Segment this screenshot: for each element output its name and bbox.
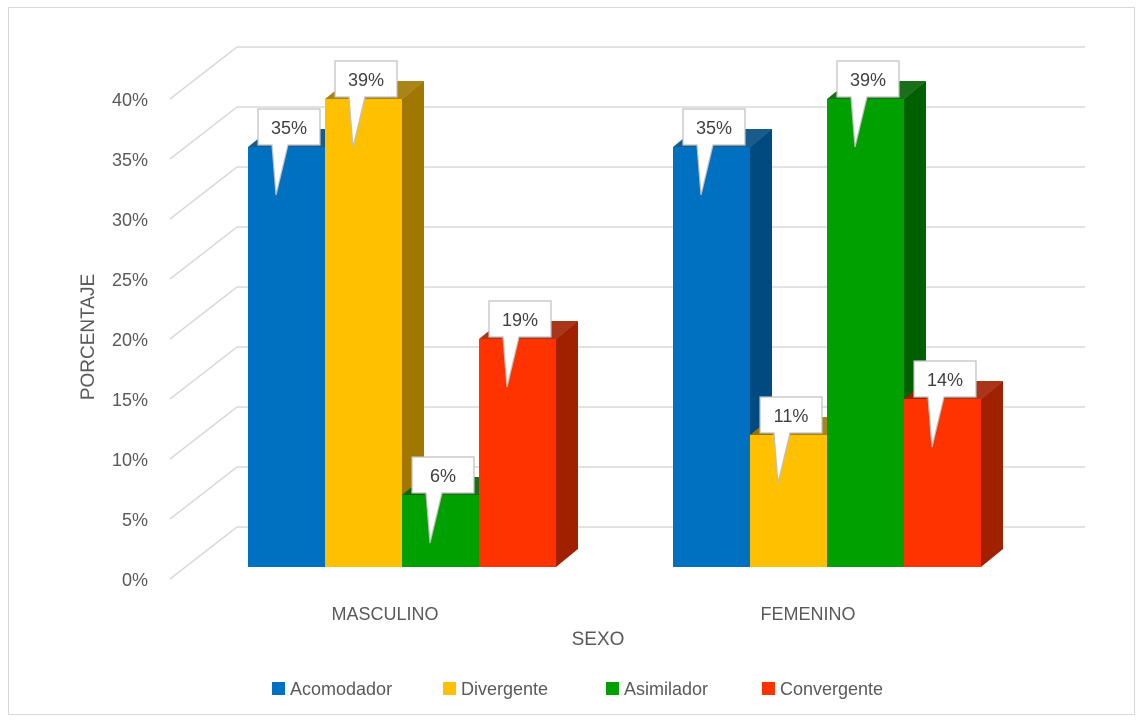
data-label: 35% [682, 108, 746, 196]
data-label-text: 14% [927, 370, 963, 390]
bar-side [556, 321, 578, 567]
data-label-callout [488, 300, 552, 388]
data-label: 19% [488, 300, 552, 388]
data-label-callout [682, 108, 746, 196]
data-label: 11% [759, 396, 823, 484]
bar [827, 81, 926, 567]
y-tick-label: 30% [112, 210, 148, 230]
bar-front [750, 435, 827, 567]
data-label-callout [913, 360, 977, 448]
x-axis-categories: MASCULINO FEMENINO [331, 604, 855, 624]
y-tick-label: 0% [122, 570, 148, 590]
data-label: 14% [913, 360, 977, 448]
data-label-text: 39% [348, 70, 384, 90]
data-label-callout [411, 456, 475, 544]
data-label-callout [759, 396, 823, 484]
chart-legend: Acomodador Divergente Asimilador Convergent… [272, 679, 883, 699]
legend-swatch [606, 682, 619, 695]
gridline-diagonal [169, 106, 238, 160]
y-axis-ticks: 0% 5% 10% 15% 20% 25% 30% 35% 40% [112, 90, 148, 590]
data-label: 39% [334, 60, 398, 148]
y-axis-title: PORCENTAJE [78, 274, 99, 400]
legend-item: Asimilador [606, 679, 708, 699]
legend-label: Acomodador [290, 679, 392, 699]
gridline-diagonal [169, 466, 238, 520]
data-labels: 35% 39% 6% 19% 35% 11% 39% 14% [257, 60, 977, 544]
bar-front [479, 339, 556, 567]
gridline-diagonal [169, 346, 238, 400]
data-label-callout [334, 60, 398, 148]
bar-side [402, 81, 424, 567]
y-tick-label: 15% [112, 390, 148, 410]
legend-item: Convergente [762, 679, 883, 699]
gridline-diagonal [169, 286, 238, 340]
data-label-callout [836, 60, 900, 148]
bar-front [827, 99, 904, 567]
y-tick-label: 35% [112, 150, 148, 170]
legend-item: Divergente [443, 679, 548, 699]
legend-label: Asimilador [624, 679, 708, 699]
x-tick-label: MASCULINO [331, 604, 438, 624]
bar [479, 321, 578, 567]
legend-item: Acomodador [272, 679, 392, 699]
chart-bars [248, 81, 1003, 567]
legend-swatch [762, 682, 775, 695]
y-tick-label: 20% [112, 330, 148, 350]
x-tick-label: FEMENINO [760, 604, 855, 624]
legend-swatch [272, 682, 285, 695]
gridline-diagonal [169, 526, 238, 580]
y-tick-label: 5% [122, 510, 148, 530]
data-label-text: 39% [850, 70, 886, 90]
bar-front [673, 147, 750, 567]
gridline-diagonal [169, 166, 238, 220]
gridline-diagonal [169, 406, 238, 460]
x-axis-title: SEXO [572, 629, 625, 650]
data-label-text: 19% [502, 310, 538, 330]
legend-label: Divergente [461, 679, 548, 699]
gridline-diagonal [169, 226, 238, 280]
data-label: 39% [836, 60, 900, 148]
legend-swatch [443, 682, 456, 695]
data-label-callout [257, 108, 321, 196]
bar-side [981, 381, 1003, 567]
bar [904, 381, 1003, 567]
data-label-text: 6% [430, 466, 456, 486]
data-label-text: 35% [271, 118, 307, 138]
data-label: 6% [411, 456, 475, 544]
bar-front [904, 399, 981, 567]
data-label: 35% [257, 108, 321, 196]
y-tick-label: 25% [112, 270, 148, 290]
y-tick-label: 10% [112, 450, 148, 470]
bar-front [402, 495, 479, 567]
y-tick-label: 40% [112, 90, 148, 110]
data-label-text: 11% [774, 406, 809, 426]
legend-label: Convergente [780, 679, 883, 699]
data-label-text: 35% [696, 118, 732, 138]
bar-front [325, 99, 402, 567]
bar-front [248, 147, 325, 567]
gridline-diagonal [169, 46, 238, 100]
